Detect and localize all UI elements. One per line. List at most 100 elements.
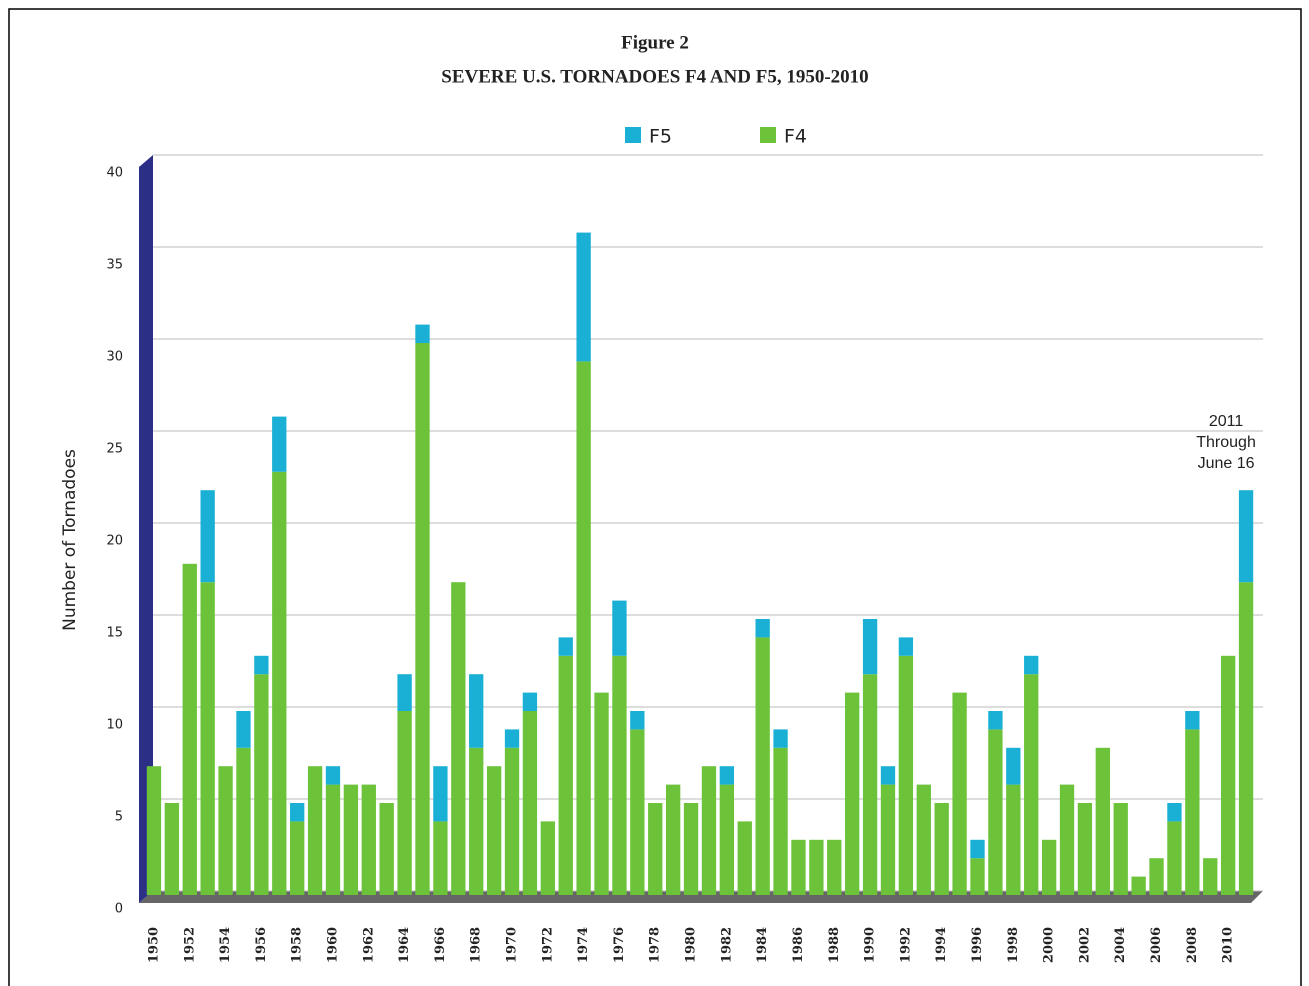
x-tick-label: 1978 (648, 927, 663, 963)
bar-segment (1238, 582, 1254, 895)
bar-segment (522, 711, 538, 895)
bar-segment (934, 803, 949, 895)
bar-segment (791, 839, 806, 895)
legend-swatch (760, 127, 776, 143)
x-tick-label: 1968 (469, 927, 484, 963)
bar-segment (594, 692, 609, 895)
bar-segment (236, 711, 251, 748)
x-tick-label: 1994 (934, 927, 949, 963)
bar-segment (272, 471, 287, 895)
bar-segment (630, 729, 645, 895)
bar-segment (397, 674, 412, 711)
y-axis-label: Number of Tornadoes (60, 449, 80, 631)
x-tick-label: 1980 (684, 927, 699, 963)
bar-segment (862, 674, 878, 895)
x-tick-label: 1958 (290, 927, 305, 963)
y-tick-label: 40 (106, 166, 123, 181)
chart-title: Figure 2 (621, 32, 689, 53)
bar-segment (254, 674, 269, 895)
bar-segment (182, 563, 197, 895)
x-tick-label: 2008 (1185, 927, 1200, 963)
bar-segment (469, 674, 484, 748)
bar-segment (612, 600, 627, 656)
bar-segment (576, 232, 591, 362)
bar-segment (379, 803, 394, 895)
bar-segment (1041, 839, 1057, 895)
y-tick-label: 25 (106, 442, 123, 457)
bar-segment (236, 747, 251, 895)
x-tick-label: 1954 (218, 927, 233, 963)
bar-segment (1203, 858, 1218, 895)
bar-segment (486, 766, 502, 895)
bar-segment (415, 324, 430, 343)
x-tick-label: 1998 (1006, 927, 1021, 963)
bar-segment (898, 637, 914, 656)
bar-segment (433, 766, 448, 822)
bar-segment (343, 784, 359, 895)
annotation: Through (1196, 434, 1256, 451)
bar-segment (952, 692, 967, 895)
bar-segment (522, 692, 538, 711)
bar-segment (916, 784, 931, 895)
bar-segment (1006, 784, 1021, 895)
x-tick-label: 1990 (863, 927, 878, 963)
y-tick-label: 35 (106, 258, 123, 273)
legend-label: F4 (784, 126, 807, 148)
bar-segment (469, 747, 484, 895)
bar-segment (1006, 747, 1021, 785)
x-tick-label: 2000 (1042, 927, 1057, 963)
bar-segment (540, 821, 555, 895)
x-tick-label: 1974 (576, 927, 591, 963)
x-tick-label: 1962 (361, 927, 376, 963)
bar-segment (558, 655, 573, 895)
bar-segment (290, 821, 305, 895)
bar-segment (200, 582, 215, 895)
bar-segment (504, 729, 520, 748)
bar-segment (290, 803, 305, 822)
x-tick-label: 2006 (1149, 927, 1164, 963)
bar-segment (164, 803, 180, 895)
y-tick-label: 30 (106, 350, 123, 365)
y-tick-label: 5 (115, 810, 123, 825)
x-tick-label: 1992 (898, 927, 913, 963)
bar-segment (254, 655, 269, 675)
annotation: June 16 (1198, 455, 1255, 472)
bar-segment (755, 619, 770, 638)
bar-segment (558, 637, 573, 656)
bar-segment (307, 766, 323, 895)
x-tick-label: 1970 (505, 927, 520, 963)
bar-segment (665, 784, 681, 895)
bar-segment (988, 711, 1003, 730)
bar-segment (218, 766, 233, 895)
bar-segment (415, 343, 430, 895)
bar-segment (325, 766, 341, 785)
axis-wall (139, 155, 153, 903)
bar-segment (755, 637, 770, 895)
bar-segment (1113, 803, 1128, 895)
x-tick-label: 1964 (397, 927, 412, 963)
bar-segment (737, 821, 752, 895)
bar-segment (576, 361, 591, 895)
x-tick-label: 1960 (325, 927, 340, 963)
legend-label: F5 (649, 126, 672, 148)
bar-segment (1131, 876, 1146, 895)
bar-segment (1149, 858, 1164, 895)
bar-segment (701, 766, 717, 895)
bar-segment (1167, 821, 1182, 895)
bar-segment (1024, 655, 1039, 675)
bar-segment (845, 692, 860, 895)
y-tick-label: 10 (106, 718, 123, 733)
bar-segment (630, 711, 645, 730)
x-tick-label: 1976 (612, 927, 627, 963)
x-tick-label: 1972 (540, 927, 555, 963)
bar-segment (612, 655, 627, 895)
bar-segment (361, 784, 376, 895)
y-tick-label: 0 (115, 902, 123, 917)
bar-segment (451, 582, 466, 895)
x-tick-label: 2010 (1221, 927, 1236, 963)
annotation: 2011 (1209, 413, 1244, 430)
bar-segment (1059, 784, 1075, 895)
bar-segment (272, 416, 287, 472)
